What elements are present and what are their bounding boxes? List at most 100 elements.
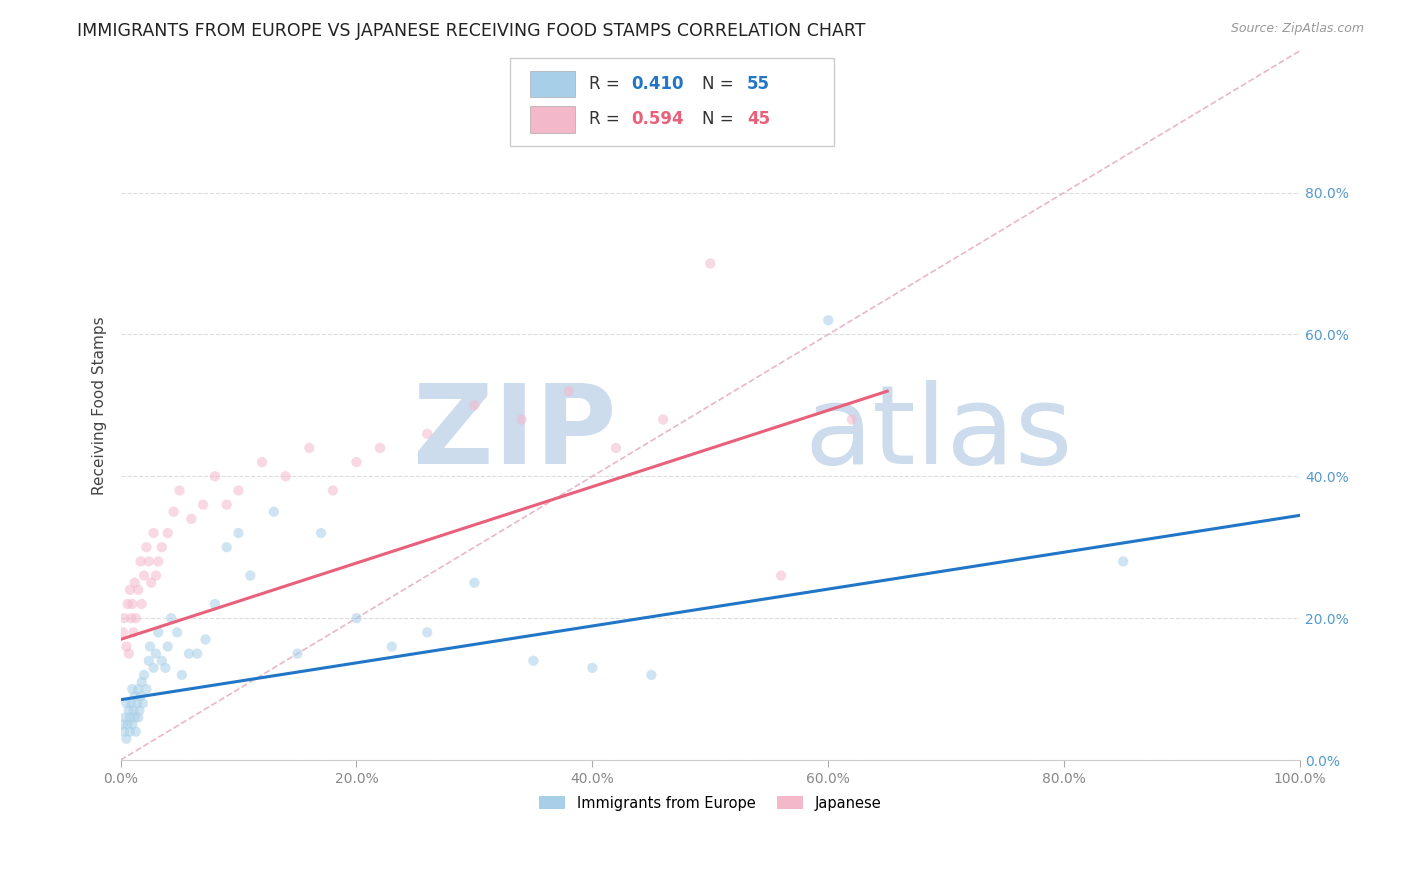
- Point: [132, 696, 155, 710]
- Point: [274, 469, 297, 483]
- Point: [346, 455, 368, 469]
- Point: [117, 717, 139, 731]
- Point: [127, 682, 149, 697]
- FancyBboxPatch shape: [510, 58, 834, 146]
- Point: [118, 582, 141, 597]
- Point: [128, 703, 150, 717]
- Point: [118, 703, 141, 717]
- Point: [131, 597, 153, 611]
- Point: [118, 647, 141, 661]
- Point: [346, 611, 368, 625]
- Point: [122, 625, 145, 640]
- Point: [150, 654, 173, 668]
- Point: [142, 526, 165, 541]
- Point: [322, 483, 344, 498]
- Point: [1112, 554, 1135, 568]
- Point: [121, 717, 143, 731]
- Point: [770, 568, 793, 582]
- Point: [134, 668, 156, 682]
- Point: [191, 498, 214, 512]
- Point: [150, 540, 173, 554]
- Point: [215, 498, 238, 512]
- Point: [298, 441, 321, 455]
- Point: [841, 412, 863, 426]
- Point: [134, 568, 156, 582]
- Text: ZIP: ZIP: [412, 380, 616, 487]
- Point: [124, 689, 146, 703]
- Text: 0.594: 0.594: [631, 111, 683, 128]
- Point: [138, 554, 160, 568]
- Point: [139, 640, 162, 654]
- Point: [145, 647, 167, 661]
- Point: [170, 668, 193, 682]
- Point: [381, 640, 404, 654]
- Point: [129, 554, 152, 568]
- Point: [142, 661, 165, 675]
- Point: [122, 703, 145, 717]
- Point: [228, 526, 250, 541]
- Point: [125, 696, 148, 710]
- Text: IMMIGRANTS FROM EUROPE VS JAPANESE RECEIVING FOOD STAMPS CORRELATION CHART: IMMIGRANTS FROM EUROPE VS JAPANESE RECEI…: [77, 22, 866, 40]
- Point: [581, 661, 603, 675]
- Point: [510, 412, 533, 426]
- Point: [228, 483, 250, 498]
- Point: [463, 398, 485, 412]
- Point: [120, 611, 142, 625]
- Text: 0.410: 0.410: [631, 75, 683, 93]
- Point: [145, 568, 167, 582]
- Point: [125, 724, 148, 739]
- Point: [194, 632, 217, 647]
- Point: [131, 675, 153, 690]
- Point: [121, 682, 143, 697]
- Point: [250, 455, 273, 469]
- Point: [177, 647, 200, 661]
- Point: [124, 710, 146, 724]
- Text: Source: ZipAtlas.com: Source: ZipAtlas.com: [1230, 22, 1364, 36]
- Point: [121, 597, 143, 611]
- Point: [127, 582, 149, 597]
- Point: [239, 568, 262, 582]
- Point: [817, 313, 839, 327]
- Y-axis label: Receiving Food Stamps: Receiving Food Stamps: [93, 316, 107, 495]
- Point: [605, 441, 627, 455]
- Point: [699, 256, 721, 270]
- Point: [115, 731, 138, 746]
- Point: [115, 696, 138, 710]
- Point: [640, 668, 662, 682]
- Point: [652, 412, 675, 426]
- Point: [309, 526, 332, 541]
- Point: [148, 554, 170, 568]
- Point: [180, 512, 202, 526]
- Text: N =: N =: [702, 75, 740, 93]
- FancyBboxPatch shape: [530, 106, 575, 133]
- Legend: Immigrants from Europe, Japanese: Immigrants from Europe, Japanese: [533, 790, 887, 816]
- Point: [166, 625, 188, 640]
- FancyBboxPatch shape: [530, 70, 575, 97]
- Text: atlas: atlas: [804, 380, 1073, 487]
- Point: [169, 483, 191, 498]
- Text: R =: R =: [589, 111, 624, 128]
- Text: N =: N =: [702, 111, 740, 128]
- Point: [112, 611, 135, 625]
- Point: [135, 540, 157, 554]
- Point: [111, 625, 134, 640]
- Point: [204, 597, 226, 611]
- Point: [118, 710, 141, 724]
- Point: [156, 526, 179, 541]
- Point: [160, 611, 183, 625]
- Point: [129, 689, 152, 703]
- Point: [112, 724, 135, 739]
- Point: [114, 710, 136, 724]
- Point: [263, 505, 285, 519]
- Point: [522, 654, 544, 668]
- Point: [162, 505, 184, 519]
- Point: [416, 426, 439, 441]
- Point: [117, 597, 139, 611]
- Point: [148, 625, 170, 640]
- Point: [111, 717, 134, 731]
- Point: [135, 682, 157, 697]
- Point: [118, 724, 141, 739]
- Point: [125, 611, 148, 625]
- Point: [115, 640, 138, 654]
- Point: [120, 696, 142, 710]
